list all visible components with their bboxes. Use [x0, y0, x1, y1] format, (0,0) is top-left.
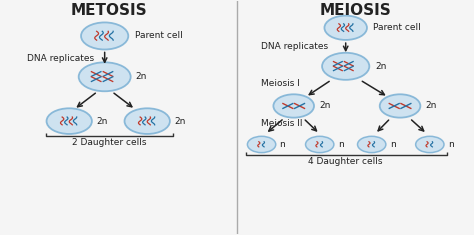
Text: 4 Daughter cells: 4 Daughter cells — [309, 157, 383, 166]
Text: n: n — [448, 140, 454, 149]
Ellipse shape — [273, 94, 314, 118]
Text: n: n — [337, 140, 344, 149]
Text: 2 Daughter cells: 2 Daughter cells — [72, 138, 146, 147]
Text: 2n: 2n — [375, 62, 386, 71]
Ellipse shape — [46, 108, 92, 134]
Text: n: n — [390, 140, 395, 149]
Ellipse shape — [322, 53, 369, 80]
Ellipse shape — [380, 94, 420, 118]
Text: Parent cell: Parent cell — [373, 23, 421, 32]
Ellipse shape — [306, 136, 334, 153]
Text: 2n: 2n — [426, 102, 437, 110]
Ellipse shape — [125, 108, 170, 134]
Text: 2n: 2n — [174, 117, 186, 126]
Text: Meiosis I: Meiosis I — [261, 79, 300, 88]
Ellipse shape — [357, 136, 386, 153]
Text: DNA replicates: DNA replicates — [27, 54, 94, 63]
Ellipse shape — [324, 16, 367, 40]
Text: DNA replicates: DNA replicates — [261, 42, 328, 51]
Text: 2n: 2n — [136, 72, 147, 81]
Text: MEIOSIS: MEIOSIS — [319, 3, 391, 18]
Text: 2n: 2n — [97, 117, 108, 126]
Text: Meiosis II: Meiosis II — [261, 119, 302, 128]
Text: METOSIS: METOSIS — [71, 3, 148, 18]
Text: Parent cell: Parent cell — [136, 31, 183, 40]
Text: 2n: 2n — [319, 102, 330, 110]
Text: n: n — [280, 140, 285, 149]
Ellipse shape — [79, 62, 131, 91]
Ellipse shape — [416, 136, 444, 153]
Ellipse shape — [81, 22, 128, 50]
Ellipse shape — [247, 136, 276, 153]
